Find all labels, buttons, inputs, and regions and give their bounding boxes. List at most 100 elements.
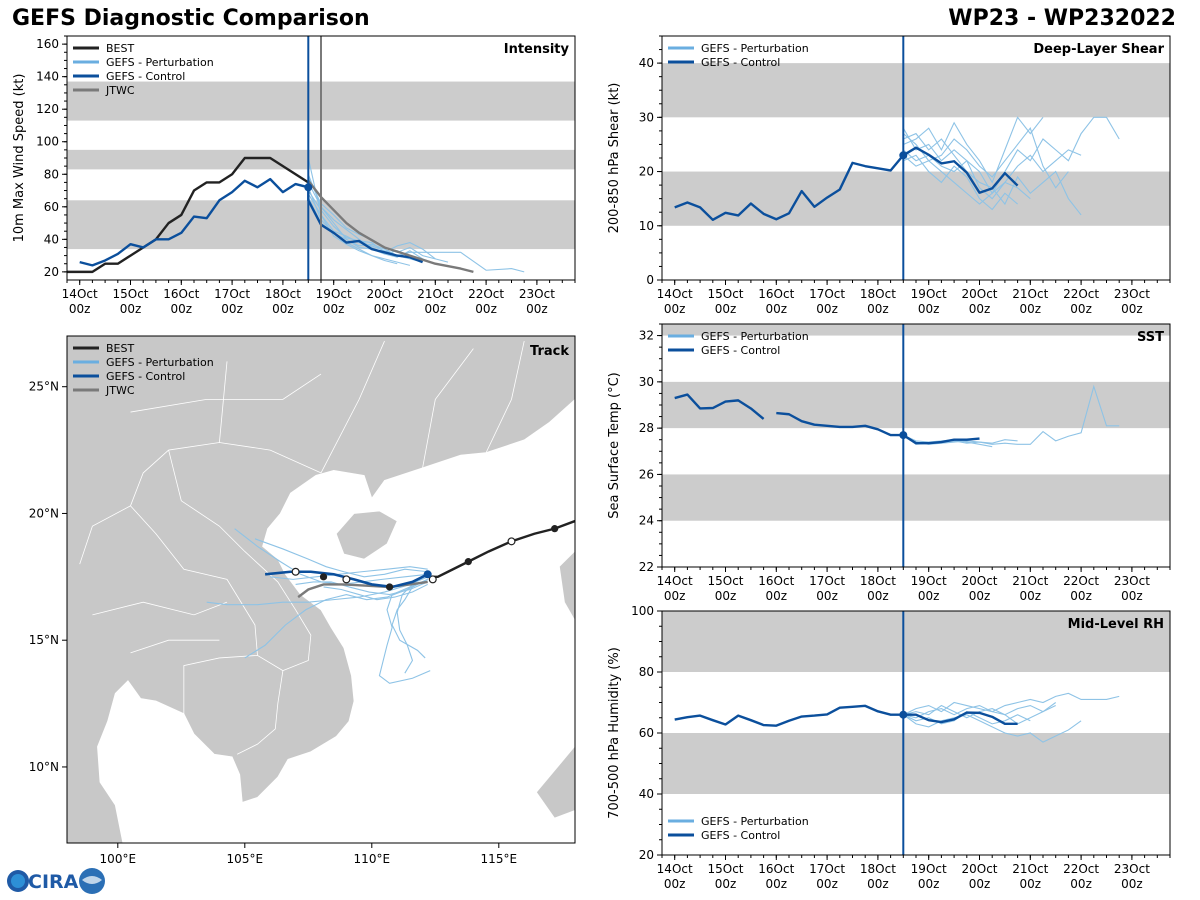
rh-title: Mid-Level RH	[1068, 617, 1164, 632]
shear-plot-area	[662, 63, 1170, 226]
track-ytick-label: 10°N	[29, 760, 59, 774]
shear-perturbation-line	[902, 127, 1069, 189]
rh-xtick-label: 00z	[867, 877, 889, 891]
rh-xtick-label: 16Oct	[758, 862, 794, 876]
sst-xtick-label: 17Oct	[809, 574, 845, 588]
sst-gefs-control-line	[674, 393, 765, 420]
track-perturbation-line	[270, 566, 428, 580]
track-title: Track	[530, 344, 569, 359]
admin-border	[130, 373, 322, 413]
shear-xtick-label: 14Oct	[657, 287, 693, 301]
intensity-xtick-label: 23Oct	[519, 287, 555, 301]
rh-ylabel: 700-500 hPa Humidity (%)	[607, 647, 622, 819]
intensity-perturbation-line	[307, 193, 411, 266]
sst-band	[662, 324, 1170, 336]
shear-xtick-label: 19Oct	[911, 287, 947, 301]
track-best-marker	[319, 573, 328, 581]
shear-ytick-label: 20	[639, 165, 654, 179]
track-plot-area	[67, 336, 575, 843]
rh-legend-label: GEFS - Control	[701, 829, 780, 842]
track-best-line	[427, 519, 575, 579]
intensity-best-line	[67, 156, 309, 274]
shear-chart: 01020304014Oct00z15Oct00z16Oct00z17Oct00…	[607, 35, 1171, 316]
track-perturbation-line	[323, 583, 428, 601]
shear-legend-label: GEFS - Perturbation	[701, 42, 809, 55]
intensity-ylabel: 10m Max Wind Speed (kt)	[12, 74, 27, 243]
intensity-xtick-label: 17Oct	[214, 287, 250, 301]
sst-xtick-label: 00z	[664, 589, 686, 603]
rh-xtick-label: 00z	[816, 877, 838, 891]
rh-xtick-label: 00z	[664, 877, 686, 891]
track-best-open-marker	[291, 567, 300, 576]
intensity-ytick-label: 40	[44, 232, 59, 246]
intensity-gefs-control-line	[79, 177, 424, 267]
rh-xtick-label: 00z	[766, 877, 788, 891]
shear-ytick-label: 10	[639, 219, 654, 233]
shear-gefs-control-line	[674, 146, 1019, 222]
shear-xtick-label: 00z	[664, 302, 686, 316]
intensity-title: Intensity	[504, 42, 570, 57]
sst-ytick-label: 22	[639, 560, 654, 574]
sst-xtick-label: 00z	[715, 589, 737, 603]
rh-perturbation-line	[903, 704, 1056, 725]
sst-ytick-label: 24	[639, 514, 654, 528]
admin-border	[320, 340, 385, 474]
land-mainland	[67, 336, 575, 843]
sst-ytick-label: 32	[639, 329, 654, 343]
admin-border	[168, 449, 312, 671]
sst-band	[662, 474, 1170, 521]
shear-xtick-label: 00z	[766, 302, 788, 316]
track-best-open-marker	[428, 575, 437, 584]
shear-xtick-label: 00z	[918, 302, 940, 316]
sst-legend-label: GEFS - Control	[701, 344, 780, 357]
sst-xtick-label: 00z	[1070, 589, 1092, 603]
track-perturbation-line	[234, 528, 428, 585]
rh-xtick-label: 15Oct	[707, 862, 743, 876]
rh-xtick-label: 00z	[715, 877, 737, 891]
track-xtick-label: 115°E	[481, 852, 518, 866]
intensity-xtick-label: 00z	[120, 302, 142, 316]
intensity-ytick-label: 60	[44, 200, 59, 214]
track-legend-label: GEFS - Perturbation	[106, 356, 214, 369]
shear-xtick-label: 00z	[1020, 302, 1042, 316]
intensity-xtick-label: 00z	[221, 302, 243, 316]
track-best-open-marker	[507, 537, 516, 546]
intensity-xtick-label: 00z	[69, 302, 91, 316]
intensity-xtick-label: 21Oct	[417, 287, 453, 301]
sst-xtick-label: 00z	[867, 589, 889, 603]
track-xtick-label: 105°E	[227, 852, 264, 866]
admin-border	[168, 442, 322, 474]
shear-xtick-label: 00z	[867, 302, 889, 316]
intensity-ytick-label: 140	[36, 70, 59, 84]
intensity-xtick-label: 00z	[323, 302, 345, 316]
land-hainan	[335, 510, 398, 560]
shear-xtick-label: 21Oct	[1012, 287, 1048, 301]
sst-xtick-label: 21Oct	[1012, 574, 1048, 588]
logo-text: CIRA	[28, 871, 79, 893]
sst-xtick-label: 00z	[918, 589, 940, 603]
rh-gefs-control-line	[674, 704, 1018, 727]
shear-xtick-label: 00z	[1070, 302, 1092, 316]
intensity-legend-label: GEFS - Control	[106, 70, 185, 83]
shear-ytick-label: 40	[639, 56, 654, 70]
shear-ylabel: 200-850 hPa Shear (kt)	[607, 83, 622, 234]
rh-xtick-label: 00z	[1121, 877, 1143, 891]
track-best-marker	[464, 558, 472, 566]
track-legend-label: BEST	[106, 342, 134, 355]
sst-legend-label: GEFS - Perturbation	[701, 330, 809, 343]
admin-border	[79, 505, 131, 565]
shear-xtick-label: 23Oct	[1114, 287, 1150, 301]
intensity-legend-label: BEST	[106, 42, 134, 55]
shear-ytick-label: 0	[646, 273, 654, 287]
rh-perturbation-line	[903, 692, 1120, 716]
admin-border	[130, 449, 258, 656]
sst-xtick-label: 23Oct	[1114, 574, 1150, 588]
shear-perturbation-line	[902, 154, 1031, 205]
intensity-xtick-label: 00z	[171, 302, 193, 316]
sst-ytick-label: 28	[639, 421, 654, 435]
intensity-xtick-label: 14Oct	[62, 287, 98, 301]
rh-xtick-label: 00z	[918, 877, 940, 891]
sst-ytick-label: 30	[639, 375, 654, 389]
shear-perturbation-line	[902, 116, 1120, 195]
